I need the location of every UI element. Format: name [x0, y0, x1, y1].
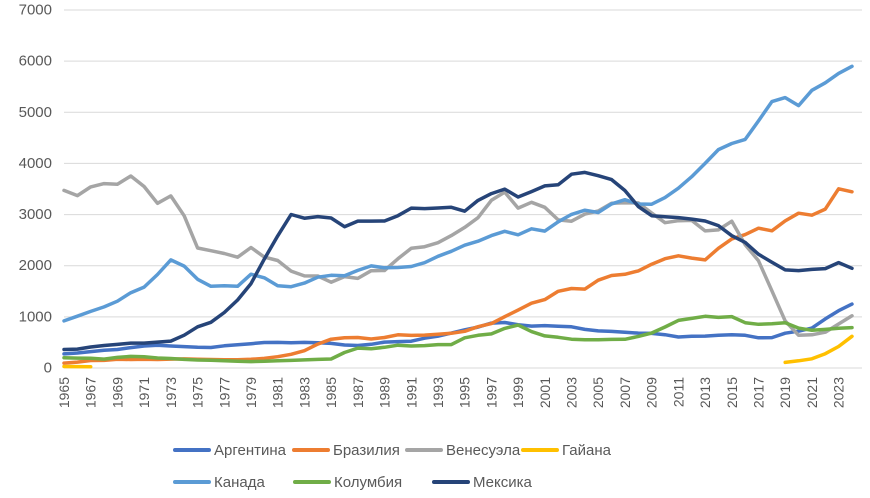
legend-swatch-argentina	[173, 448, 211, 452]
x-axis-label: 1993	[430, 377, 446, 408]
legend-label-guyana: Гайана	[562, 441, 611, 459]
x-axis-label: 1991	[403, 377, 419, 408]
legend-label-colombia: Колумбия	[334, 473, 403, 491]
x-axis-label: 1995	[457, 377, 473, 408]
x-axis-label: 1967	[83, 377, 99, 408]
x-axis-label: 2019	[777, 377, 793, 408]
x-axis-label: 1977	[216, 377, 232, 408]
x-axis-label: 2017	[751, 377, 767, 408]
x-axis-label: 1979	[243, 377, 259, 408]
x-axis-label: 2015	[724, 377, 740, 408]
series-line-mexico	[62, 170, 854, 352]
legend-swatch-canada	[173, 480, 211, 484]
series-line-venezuela	[62, 174, 854, 338]
x-axis-label: 2007	[617, 377, 633, 408]
y-axis-label: 5000	[19, 104, 52, 121]
x-axis-label: 1983	[296, 377, 312, 408]
legend-item-brazil: Бразилия	[292, 441, 405, 459]
series-line-guyana	[62, 334, 854, 369]
series-line-colombia	[62, 314, 854, 364]
legend-swatch-mexico	[432, 480, 470, 484]
x-axis-labels: 1965 1967 1969 1971 1973 1975 1977 1979 1981 1983…	[56, 377, 847, 408]
x-axis-label: 2013	[697, 377, 713, 408]
x-axis-label: 1985	[323, 377, 339, 408]
x-axis-label: 1987	[350, 377, 366, 408]
legend-item-colombia: Колумбия	[293, 473, 432, 491]
x-axis-label: 2023	[831, 377, 847, 408]
legend-swatch-guyana	[521, 448, 559, 452]
legend-swatch-colombia	[293, 480, 331, 484]
legend-item-venezuela: Венесуэла	[405, 441, 521, 459]
y-axis-label: 7000	[19, 2, 52, 19]
x-axis-label: 1997	[483, 377, 499, 408]
x-axis-label: 1965	[56, 377, 72, 408]
legend-swatch-venezuela	[405, 448, 443, 452]
y-axis-labels: 0 1000 2000 3000 4000 5000 6000 7000	[19, 2, 52, 377]
legend-label-mexico: Мексика	[473, 473, 532, 491]
x-axis-label: 2003	[564, 377, 580, 408]
x-axis-label: 1975	[190, 377, 206, 408]
y-axis-label: 4000	[19, 155, 52, 172]
y-axis-label: 1000	[19, 308, 52, 325]
x-axis-label: 1969	[109, 377, 125, 408]
gridlines	[64, 9, 862, 369]
series-line-canada	[62, 64, 854, 323]
x-axis-label: 1981	[270, 377, 286, 408]
y-axis-label: 2000	[19, 257, 52, 274]
x-axis-label: 1989	[377, 377, 393, 408]
legend-item-mexico: Мексика	[432, 473, 532, 491]
legend-label-argentina: Аргентина	[214, 441, 286, 459]
legend-label-venezuela: Венесуэла	[446, 441, 521, 459]
legend-item-guyana: Гайана	[521, 441, 611, 459]
y-axis-label: 6000	[19, 53, 52, 70]
x-axis-label: 2001	[537, 377, 553, 408]
x-axis-label: 2011	[670, 377, 686, 407]
legend-item-canada: Канада	[173, 473, 293, 491]
x-axis-label: 2009	[644, 377, 660, 408]
x-axis-label: 1999	[510, 377, 526, 408]
series-line-argentina	[62, 302, 854, 356]
legend-item-argentina: Аргентина	[173, 441, 292, 459]
x-axis-label: 2005	[590, 377, 606, 408]
legend-swatch-brazil	[292, 448, 330, 452]
legend-label-canada: Канада	[214, 473, 265, 491]
chart-legend-row-1: Аргентина Бразилия Венесуэла Гайана	[173, 441, 611, 459]
y-axis-label: 3000	[19, 206, 52, 223]
y-axis-label: 0	[44, 360, 52, 377]
x-axis-label: 2021	[804, 377, 820, 408]
legend-label-brazil: Бразилия	[333, 441, 400, 459]
x-axis-label: 1973	[163, 377, 179, 408]
chart-legend-row-2: Канада Колумбия Мексика	[173, 473, 532, 491]
x-axis-label: 1971	[136, 377, 152, 408]
